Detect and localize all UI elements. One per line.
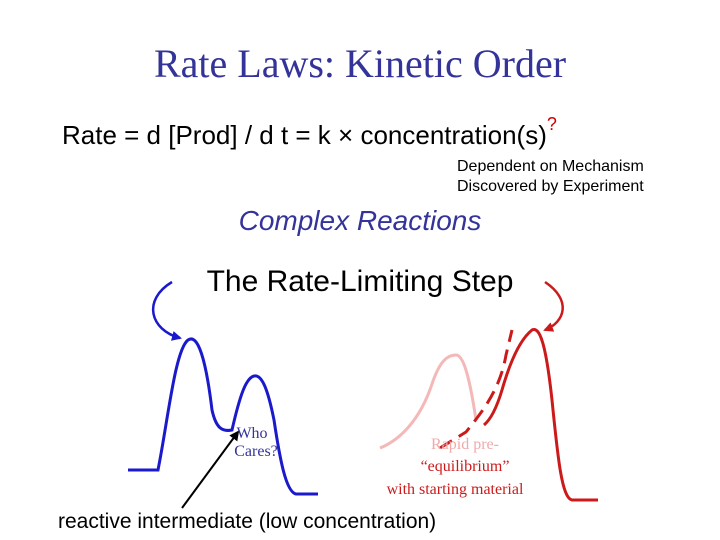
right-dashed-pathway xyxy=(439,329,514,450)
cares-label: Cares? xyxy=(234,443,278,460)
note-experiment: Discovered by Experiment xyxy=(457,178,644,195)
right-faint-profile xyxy=(379,353,478,450)
page-title: Rate Laws: Kinetic Order xyxy=(153,41,567,86)
equilibrium-label: “equilibrium” xyxy=(420,458,510,475)
rate-limiting-step-heading: The Rate-Limiting Step xyxy=(206,265,514,298)
who-label: Who xyxy=(236,425,268,442)
bottom-caption: reactive intermediate (low concentration… xyxy=(58,510,437,533)
intermediate-arrow xyxy=(181,430,240,509)
question-mark-superscript: ? xyxy=(546,114,557,135)
rate-equation: Rate = d [Prod] / d t = k × concentratio… xyxy=(62,115,557,151)
note-mechanism: Dependent on Mechanism xyxy=(457,158,644,175)
rate-equation-text: Rate = d [Prod] / d t = k × concentratio… xyxy=(62,120,547,150)
left-curved-arrow xyxy=(151,280,182,341)
starting-material-label: with starting material xyxy=(386,481,524,498)
rapid-pre-label: Rapid pre- xyxy=(431,436,499,453)
right-energy-profile xyxy=(482,328,598,502)
right-curved-arrow xyxy=(543,280,564,332)
complex-reactions-heading: Complex Reactions xyxy=(238,205,482,236)
left-energy-profile xyxy=(128,337,318,496)
